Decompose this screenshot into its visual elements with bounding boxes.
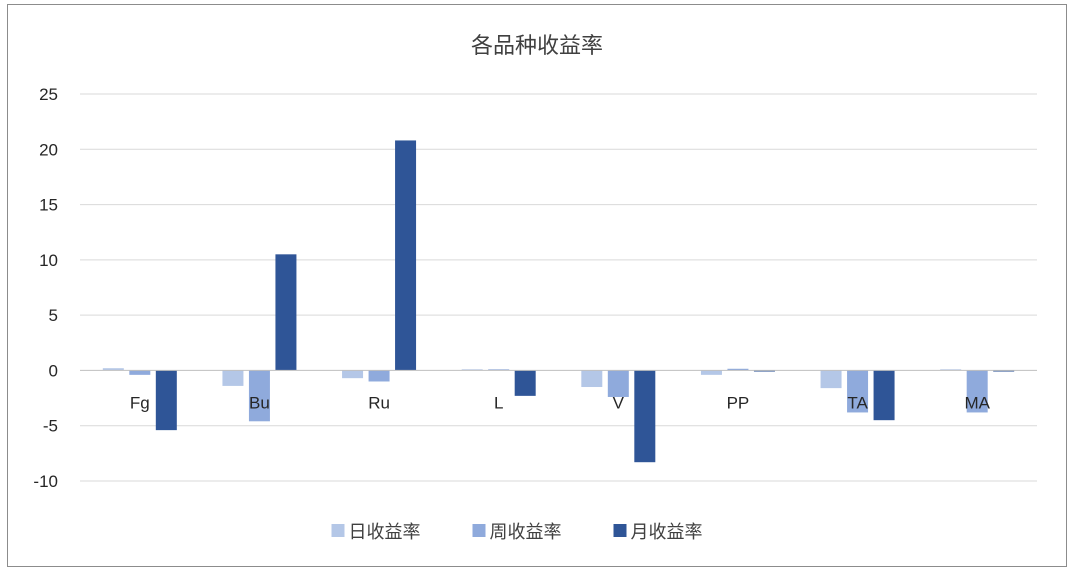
- y-tick-label: 25: [39, 85, 58, 104]
- bar-ma-series-3: [993, 370, 1015, 372]
- x-tick-label: Ru: [368, 393, 390, 412]
- bar-v-series-3: [634, 370, 656, 463]
- x-tick-label: TA: [847, 393, 868, 412]
- bar-bu-series-1: [222, 370, 244, 386]
- bar-fg-series-3: [155, 370, 177, 431]
- bar-ta-series-1: [820, 370, 842, 389]
- legend-label: 周收益率: [490, 522, 562, 543]
- bar-l-series-3: [514, 370, 536, 396]
- bars: [102, 140, 1015, 463]
- y-tick-label: -10: [33, 472, 58, 491]
- bar-l-series-2: [488, 369, 510, 371]
- y-tick-label: 20: [39, 140, 58, 159]
- chart-title: 各品种收益率: [471, 34, 603, 59]
- bar-ru-series-1: [342, 370, 364, 379]
- bar-ma-series-1: [940, 369, 962, 371]
- x-tick-label: MA: [964, 393, 990, 412]
- x-tick-label: Bu: [249, 393, 270, 412]
- bar-ma-series-2: [966, 370, 988, 413]
- x-tick-label: V: [613, 393, 625, 412]
- legend-label: 月收益率: [631, 522, 703, 543]
- x-tick-label: L: [494, 393, 503, 412]
- x-tick-label: PP: [727, 393, 750, 412]
- y-tick-label: 10: [39, 251, 58, 270]
- bar-pp-series-1: [700, 370, 722, 375]
- bar-bu-series-3: [275, 254, 297, 371]
- bar-v-series-2: [607, 370, 629, 397]
- bar-bu-series-2: [248, 370, 270, 422]
- bar-fg-series-2: [129, 370, 151, 375]
- y-tick-label: 15: [39, 196, 58, 215]
- bar-ta-series-2: [847, 370, 869, 413]
- bar-ta-series-3: [873, 370, 895, 421]
- bar-pp-series-2: [727, 368, 749, 371]
- bar-pp-series-3: [753, 370, 775, 372]
- bar-v-series-1: [581, 370, 603, 388]
- y-tick-label: 5: [49, 306, 58, 325]
- x-tick-label: Fg: [130, 393, 150, 412]
- x-axis-ticks: Fg Bu Ru L V PP TA MA: [130, 393, 991, 412]
- grid-lines: [80, 93, 1037, 482]
- y-tick-label: -5: [43, 417, 58, 436]
- legend-swatch: [472, 524, 486, 537]
- y-tick-label: 0: [49, 361, 58, 380]
- legend-swatch: [613, 524, 627, 537]
- bar-fg-series-1: [102, 368, 124, 371]
- legend-label: 日收益率: [349, 522, 421, 543]
- bar-ru-series-2: [368, 370, 390, 382]
- bar-ru-series-3: [395, 140, 417, 371]
- legend: 日收益率 周收益率 月收益率: [331, 522, 703, 543]
- y-axis-ticks: 25 20 15 10 5 0 -5 -10: [33, 85, 58, 491]
- chart-frame: [7, 4, 1067, 567]
- bar-l-series-1: [461, 369, 483, 371]
- legend-swatch: [331, 524, 345, 537]
